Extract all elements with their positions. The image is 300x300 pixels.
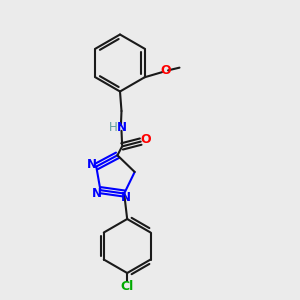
Text: Cl: Cl — [121, 280, 134, 293]
Text: N: N — [87, 158, 97, 171]
Text: N: N — [92, 187, 102, 200]
Text: H: H — [109, 121, 118, 134]
Text: N: N — [121, 191, 131, 204]
Text: N: N — [116, 121, 127, 134]
Text: O: O — [160, 64, 171, 77]
Text: O: O — [141, 133, 152, 146]
